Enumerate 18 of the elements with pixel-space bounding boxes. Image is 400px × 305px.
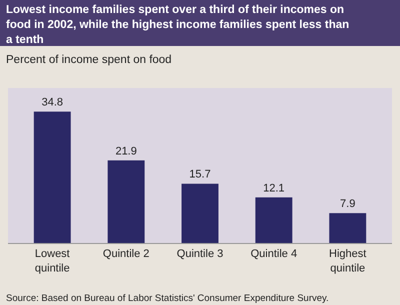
- bar: [182, 184, 218, 243]
- x-tick-label: Highest quintile: [329, 248, 366, 274]
- bar: [108, 160, 145, 243]
- y-axis-title: Percent of income spent on food: [6, 54, 172, 66]
- data-label: 12.1: [263, 182, 285, 194]
- data-label: 7.9: [340, 198, 356, 210]
- data-label: 15.7: [189, 168, 211, 181]
- data-label: 34.8: [42, 96, 64, 109]
- data-label: 21.9: [115, 145, 137, 158]
- bar: [34, 112, 71, 243]
- bar: [329, 213, 366, 243]
- x-tick-label: Lowest quintile: [34, 248, 70, 274]
- source-note: Source: Based on Bureau of Labor Statistics' Consumer Expenditure Survey.: [6, 293, 329, 304]
- bar: [255, 197, 292, 243]
- chart-title: Lowest income families spent over a third of their incomes on food in 2002, while the highest income families spent less than a tenth: [6, 4, 350, 46]
- x-tick-label: Quintile 3: [176, 248, 224, 260]
- x-tick-label: Quintile 2: [102, 248, 150, 260]
- x-tick-label: Quintile 4: [250, 248, 298, 260]
